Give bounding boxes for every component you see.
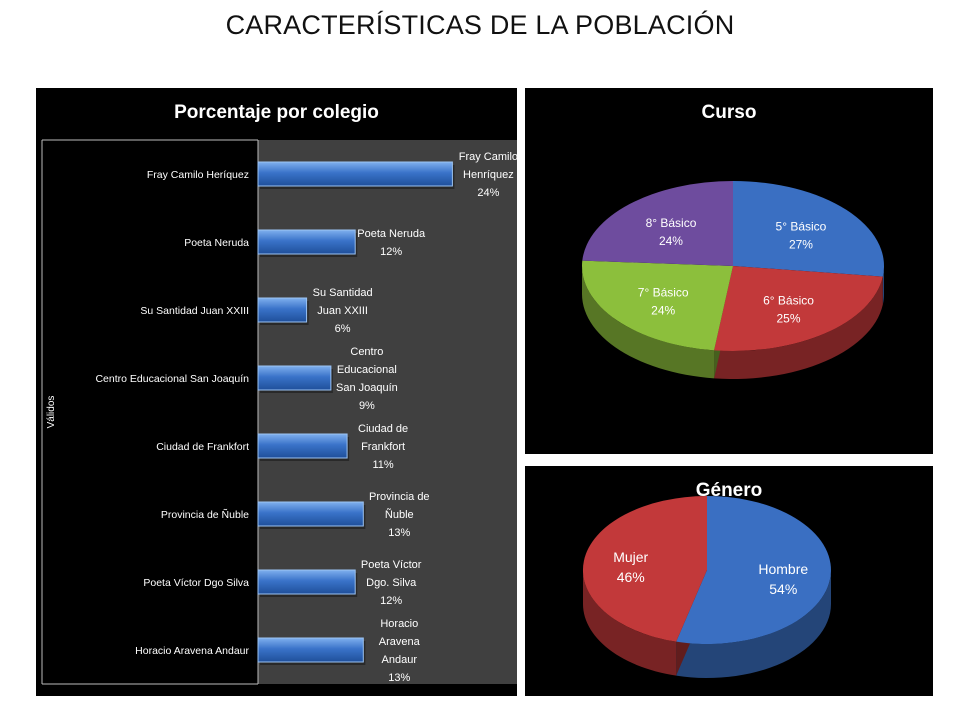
- pie-slice-side: [882, 266, 884, 305]
- pie-slice-side: [714, 276, 883, 379]
- slice-value-label: 25%: [777, 311, 801, 325]
- data-label: 12%: [380, 246, 402, 258]
- slice-label: Hombre: [758, 561, 808, 577]
- data-label: Dgo. Silva: [366, 577, 417, 589]
- slice-label: Mujer: [613, 549, 648, 565]
- bar: [257, 637, 364, 663]
- page-title: CARACTERÍSTICAS DE LA POBLACIÓN: [225, 10, 735, 40]
- pie-slice: [582, 181, 733, 266]
- category-label: Poeta Víctor Dgo Silva: [143, 577, 249, 589]
- pie-slice: [676, 496, 831, 644]
- data-label: 13%: [388, 527, 410, 539]
- category-label: Centro Educacional San Joaquín: [95, 373, 249, 385]
- pie-slice: [733, 181, 884, 277]
- course-chart-panel: Curso 5° Básico 27% 6° Básico 25% 7° Básico 2…: [525, 88, 933, 454]
- bar: [257, 229, 356, 255]
- data-label: Fray Camilo: [459, 151, 517, 163]
- slice-value-label: 54%: [769, 581, 797, 597]
- course-chart-title: Curso: [701, 102, 757, 123]
- data-label: 9%: [359, 400, 375, 412]
- data-label: Poeta Neruda: [357, 228, 426, 240]
- data-label: Juan XXIII: [317, 305, 368, 317]
- data-label: Su Santidad: [313, 287, 373, 299]
- category-label: Ciudad de Frankfort: [156, 441, 249, 453]
- bar: [257, 365, 332, 391]
- pie-slice-side: [582, 266, 715, 379]
- gender-chart-title: Género: [695, 480, 763, 501]
- data-label: Henríquez: [463, 169, 514, 181]
- bar: [257, 297, 308, 323]
- data-label: 11%: [372, 459, 393, 471]
- pie-slice: [582, 260, 733, 351]
- data-label: Aravena: [379, 636, 421, 648]
- bar: [257, 433, 348, 459]
- data-label: 13%: [388, 672, 410, 684]
- category-label: Provincia de Ñuble: [161, 508, 249, 521]
- data-label: Poeta Víctor: [361, 559, 422, 571]
- slice-label: 8° Básico: [646, 216, 697, 230]
- bar: [257, 161, 453, 187]
- data-label: Provincia de: [369, 491, 430, 503]
- data-label: Andaur: [382, 654, 418, 666]
- gender-pie-chart: Hombre 54% Mujer 46%: [582, 496, 831, 678]
- slice-value-label: 27%: [789, 237, 813, 251]
- pie-slice-side: [676, 570, 831, 678]
- slice-label: 6° Básico: [763, 293, 814, 307]
- gender-chart-panel: Género Hombre 54% Mujer 46%: [525, 466, 933, 696]
- school-bar-chart: Válidos Fray Camilo Heríquez Fray Camilo He…: [41, 139, 517, 685]
- data-label: San Joaquín: [336, 382, 398, 394]
- data-label: Centro: [350, 346, 383, 358]
- slice-label: 7° Básico: [638, 286, 689, 300]
- slice-value-label: 24%: [651, 304, 675, 318]
- school-chart-title: Porcentaje por colegio: [174, 102, 379, 123]
- category-label: Horacio Aravena Andaur: [135, 645, 249, 657]
- data-label: Horacio: [380, 618, 418, 630]
- data-label: 24%: [477, 187, 499, 199]
- data-label: Ciudad de: [358, 423, 408, 435]
- slice-label: 5° Básico: [776, 219, 827, 233]
- slice-value-label: 24%: [659, 234, 683, 248]
- pie-slice: [582, 496, 707, 642]
- bar: [257, 501, 364, 527]
- slice-value-label: 46%: [617, 569, 645, 585]
- pie-slice-side: [583, 570, 677, 676]
- data-label: Frankfort: [361, 441, 405, 453]
- school-chart-panel: Porcentaje por colegio Válidos Fray Camil…: [36, 88, 517, 696]
- course-pie-chart: 5° Básico 27% 6° Básico 25% 7° Básico 24% 8° B…: [582, 181, 884, 379]
- data-label: Ñuble: [385, 508, 414, 521]
- data-label: Educacional: [337, 364, 397, 376]
- data-label: 12%: [380, 595, 402, 607]
- group-label: Válidos: [46, 396, 57, 429]
- bar: [257, 569, 356, 595]
- category-label: Su Santidad Juan XXIII: [140, 305, 249, 317]
- data-label: 6%: [335, 323, 351, 335]
- category-label: Poeta Neruda: [184, 237, 249, 249]
- pie-slice: [714, 266, 883, 352]
- category-label: Fray Camilo Heríquez: [147, 169, 249, 181]
